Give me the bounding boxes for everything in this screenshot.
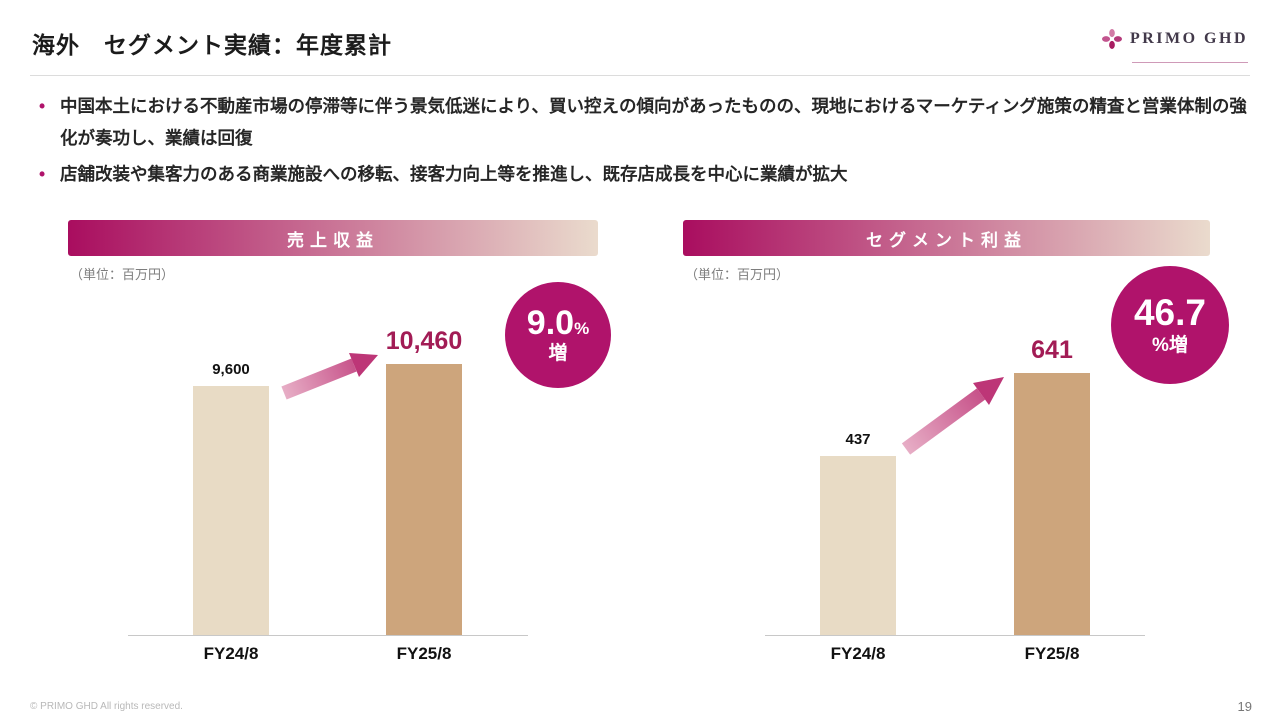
- bar-fy24: [193, 386, 269, 635]
- bar-fy25: [1014, 373, 1090, 635]
- chart-title-banner: セグメント利益: [683, 220, 1210, 256]
- plot-area: 437 641: [765, 310, 1145, 636]
- growth-arrow-icon: [278, 345, 383, 410]
- segment-profit-chart: セグメント利益 （単位：百万円） 437 641 FY24/8 FY25/8: [683, 220, 1229, 682]
- growth-unit: %: [574, 318, 590, 338]
- x-axis-label-fy24: FY24/8: [203, 644, 259, 663]
- title-divider: [30, 75, 1250, 76]
- bullet-text: 中国本土における不動産市場の停滞等に伴う景気低迷により、買い控えの傾向があったも…: [60, 96, 1247, 149]
- bar-group-fy24: 437: [820, 431, 896, 635]
- growth-badge: 9.0% 増: [505, 282, 611, 388]
- logo-divider: [1132, 62, 1248, 63]
- bar-value-label: 641: [1031, 336, 1073, 364]
- bar-value-label: 437: [845, 431, 871, 448]
- bar-value-label: 9,600: [212, 361, 250, 378]
- bar-group-fy24: 9,600: [193, 361, 269, 635]
- logo-text: PRIMO GHD: [1129, 30, 1248, 47]
- x-axis-label-fy24: FY24/8: [830, 644, 886, 663]
- page-number: 19: [1237, 699, 1252, 714]
- flower-logo-icon: [1101, 28, 1123, 50]
- bar-value-label: 10,460: [385, 327, 463, 355]
- growth-badge: 46.7 %増: [1111, 266, 1229, 384]
- growth-suffix: 増: [548, 343, 568, 365]
- copyright-text: © PRIMO GHD All rights reserved.: [30, 701, 183, 712]
- plot-area: 9,600 10,460: [128, 310, 528, 636]
- chart-title: セグメント利益: [866, 230, 1027, 250]
- growth-value: 9.0: [526, 303, 575, 342]
- x-axis-label-fy25: FY25/8: [1024, 644, 1080, 663]
- growth-percentage: 46.7: [1133, 292, 1206, 334]
- bar-group-fy25: 10,460: [386, 327, 462, 635]
- unit-label: （単位：百万円）: [70, 267, 175, 282]
- growth-arrow-icon: [898, 365, 1010, 462]
- growth-value: 46.7: [1133, 292, 1206, 334]
- revenue-chart: 売上収益 （単位：百万円） 9,600 10,460 FY24/8 FY25/8: [68, 220, 611, 682]
- summary-bullet-list: 中国本土における不動産市場の停滞等に伴う景気低迷により、買い控えの傾向があったも…: [36, 90, 1248, 193]
- bullet-text: 店舗改装や集客力のある商業施設への移転、接客力向上等を推進し、既存店成長を中心に…: [60, 163, 848, 184]
- unit-label: （単位：百万円）: [685, 267, 790, 282]
- bullet-item: 中国本土における不動産市場の停滞等に伴う景気低迷により、買い控えの傾向があったも…: [36, 90, 1248, 155]
- bar-fy24: [820, 456, 896, 635]
- bar-fy25: [386, 364, 462, 635]
- chart-title-banner: 売上収益: [68, 220, 598, 256]
- bullet-item: 店舗改装や集客力のある商業施設への移転、接客力向上等を推進し、既存店成長を中心に…: [36, 158, 1248, 191]
- bar-group-fy25: 641: [1014, 336, 1090, 635]
- page-title: 海外 セグメント実績：年度累計: [32, 32, 392, 58]
- x-axis-label-fy25: FY25/8: [396, 644, 452, 663]
- growth-percentage: 9.0%: [526, 303, 590, 342]
- chart-title: 売上収益: [287, 230, 379, 250]
- growth-suffix: %増: [1152, 334, 1188, 356]
- company-logo: PRIMO GHD: [1101, 28, 1248, 50]
